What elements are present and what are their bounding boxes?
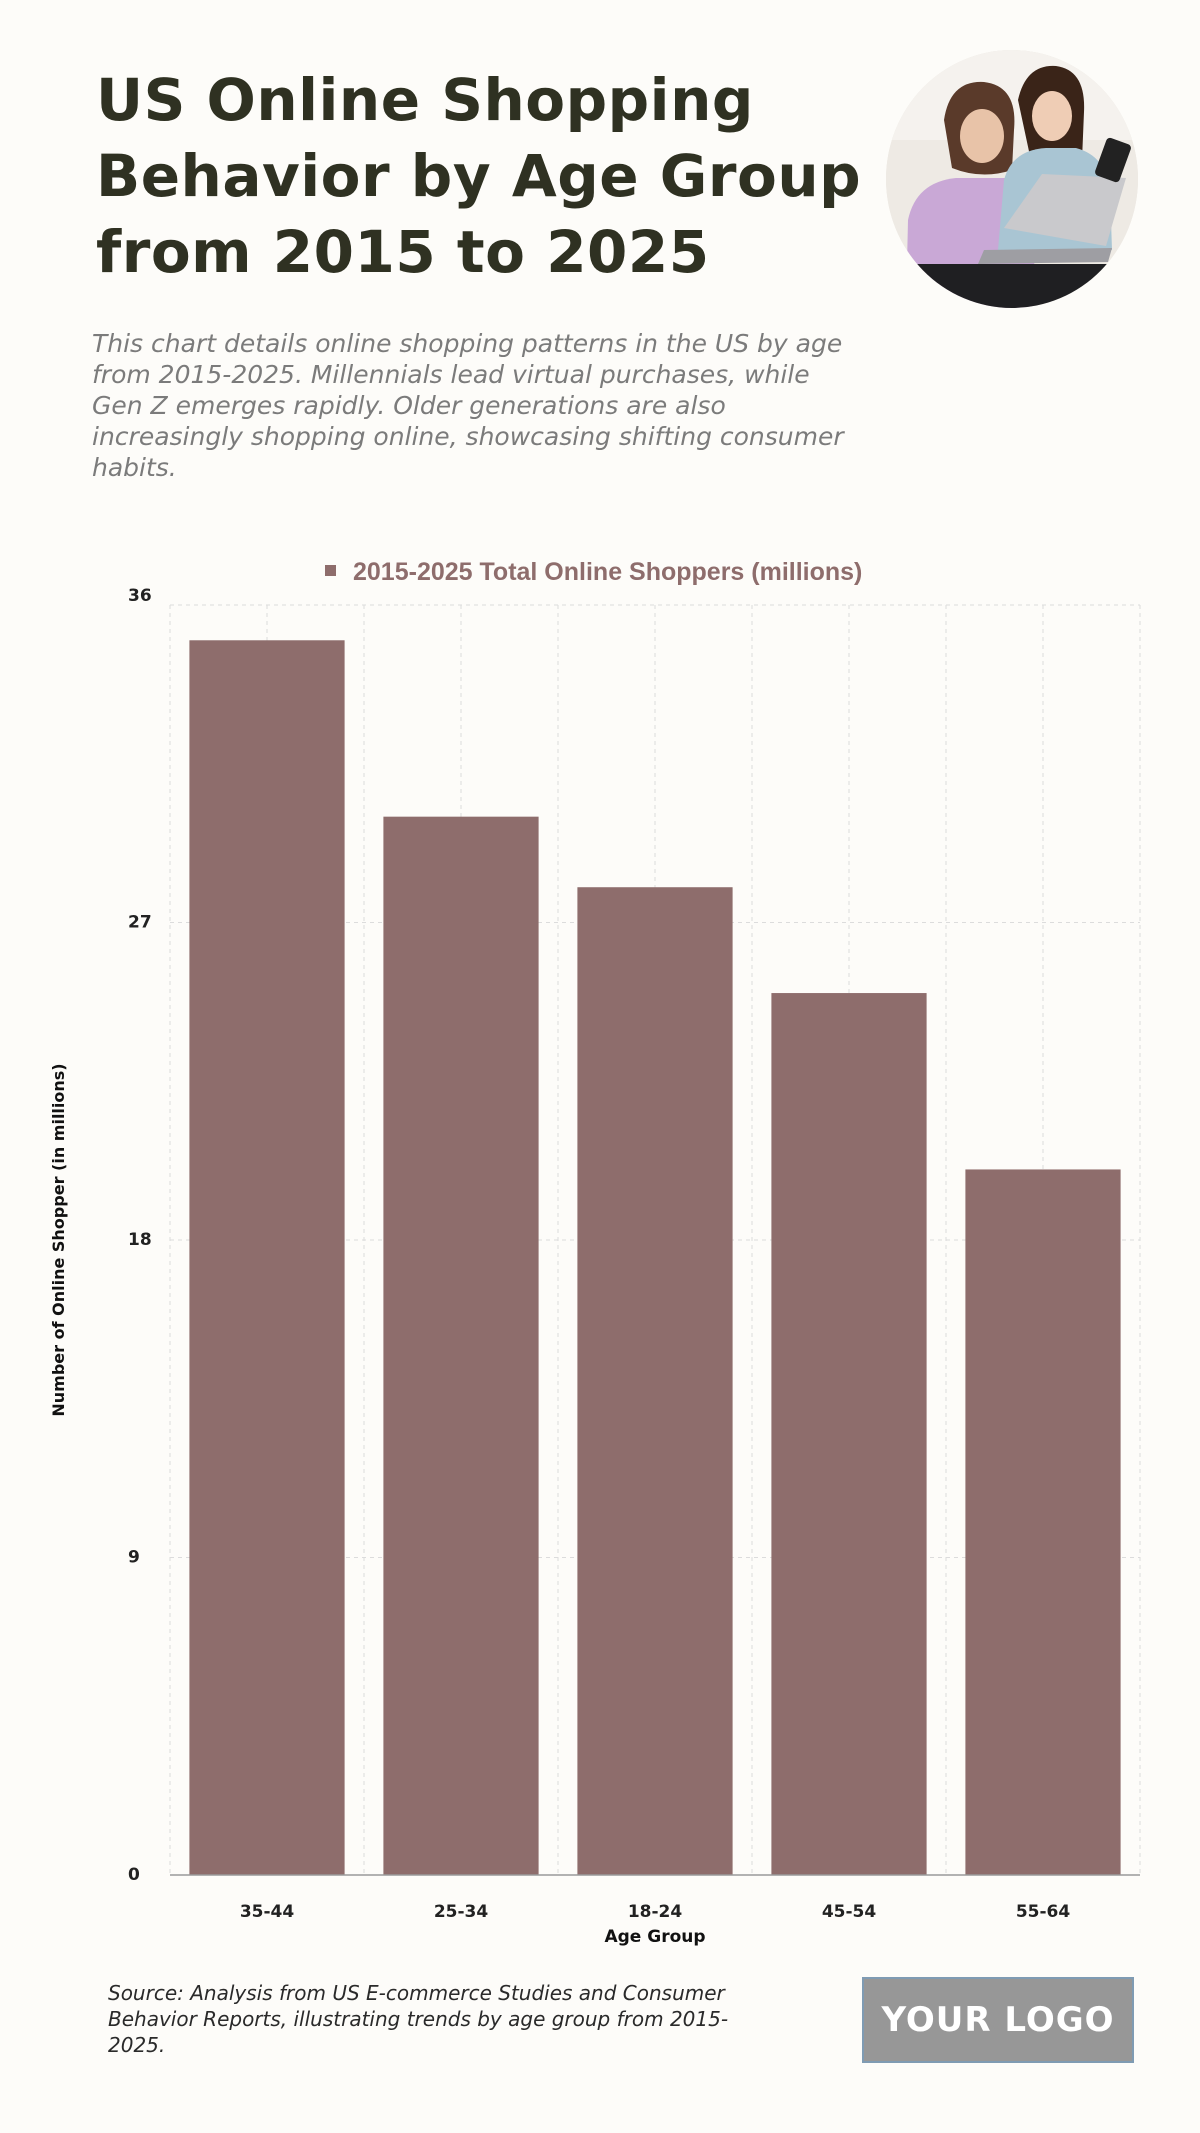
page-title: US Online Shopping Behavior by Age Group… bbox=[96, 66, 862, 286]
x-tick-label: 55-64 bbox=[1016, 1902, 1071, 1922]
bar-chart: 0 9 18 27 36 35-44 25-34 18-24 45-54 55-64 2015-… bbox=[49, 558, 1141, 1947]
people-shopping-laptop-photo bbox=[886, 50, 1138, 308]
bar bbox=[189, 640, 345, 1875]
x-tick-label: 25-34 bbox=[434, 1902, 489, 1922]
legend: 2015-2025 Total Online Shoppers (million… bbox=[325, 558, 862, 586]
x-tick-label: 45-54 bbox=[822, 1902, 877, 1922]
legend-swatch bbox=[325, 565, 336, 576]
x-axis-label: Age Group bbox=[604, 1927, 705, 1947]
bar bbox=[577, 887, 733, 1875]
bars bbox=[189, 640, 1121, 1875]
y-tick-label: 0 bbox=[128, 1865, 140, 1885]
x-tick-label: 18-24 bbox=[628, 1902, 683, 1922]
x-axis-ticks: 35-44 25-34 18-24 45-54 55-64 bbox=[240, 1902, 1071, 1922]
chart-description: This chart details online shopping patte… bbox=[92, 329, 844, 482]
y-tick-label: 9 bbox=[128, 1548, 140, 1568]
y-tick-label: 18 bbox=[128, 1230, 152, 1250]
x-tick-label: 35-44 bbox=[240, 1902, 295, 1922]
y-tick-label: 27 bbox=[128, 913, 152, 933]
y-tick-label: 36 bbox=[128, 586, 152, 606]
y-axis-ticks: 0 9 18 27 36 bbox=[128, 586, 152, 1885]
source-note: Source: Analysis from US E-commerce Stud… bbox=[108, 1981, 729, 2057]
legend-label: 2015-2025 Total Online Shoppers (million… bbox=[353, 558, 862, 586]
bar bbox=[383, 816, 539, 1875]
header-photo bbox=[886, 50, 1138, 308]
bar bbox=[965, 1169, 1121, 1875]
logo-placeholder: YOUR LOGO bbox=[862, 1977, 1134, 2063]
y-axis-label: Number of Online Shopper (in millions) bbox=[49, 1063, 68, 1416]
bar bbox=[771, 993, 927, 1875]
